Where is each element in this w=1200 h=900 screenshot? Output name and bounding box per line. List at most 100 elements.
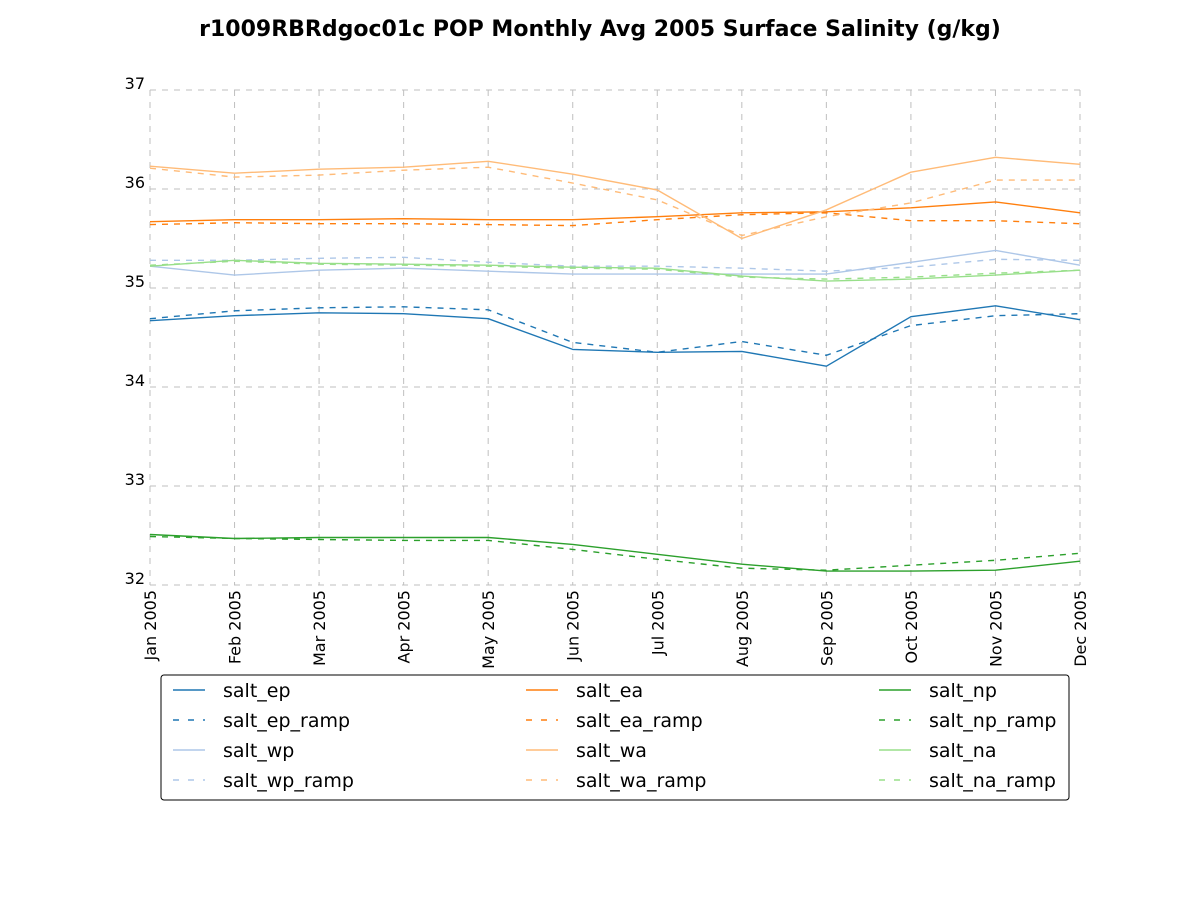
data-point xyxy=(655,272,659,276)
x-tick-label: Feb 2005 xyxy=(226,590,245,664)
data-point xyxy=(909,206,913,210)
data-point xyxy=(909,201,913,205)
y-tick-label: 32 xyxy=(125,569,145,588)
chart-title: r1009RBRdgoc01c POP Monthly Avg 2005 Sur… xyxy=(199,17,1001,42)
data-point xyxy=(233,309,237,313)
data-point xyxy=(909,275,913,279)
data-point xyxy=(486,538,490,542)
data-point xyxy=(571,172,575,176)
grid-layer xyxy=(149,89,1081,586)
data-point xyxy=(486,218,490,222)
data-point xyxy=(317,537,321,541)
legend-entry-salt-wp-ramp: salt_wp_ramp xyxy=(173,770,354,792)
data-point xyxy=(402,255,406,259)
data-point xyxy=(909,563,913,567)
data-point xyxy=(571,547,575,551)
data-point xyxy=(993,248,997,252)
data-point xyxy=(909,569,913,573)
series-line xyxy=(149,166,1080,237)
legend-entry-salt-ea-ramp: salt_ea_ramp xyxy=(526,710,703,732)
data-point xyxy=(1078,559,1082,563)
data-point xyxy=(486,165,490,169)
data-point xyxy=(993,558,997,562)
data-point xyxy=(1078,312,1082,316)
data-point xyxy=(233,175,237,179)
data-point xyxy=(993,155,997,159)
legend-label: salt_wp_ramp xyxy=(223,770,354,792)
data-point xyxy=(824,364,828,368)
data-point xyxy=(486,223,490,227)
x-tick-label: Mar 2005 xyxy=(310,590,329,666)
legend-label: salt_wp xyxy=(223,740,294,762)
data-point xyxy=(233,314,237,318)
series-line xyxy=(149,305,1081,367)
series-salt-wp xyxy=(149,248,1082,276)
series-salt-wa xyxy=(149,155,1082,240)
data-point xyxy=(655,218,659,222)
data-point xyxy=(402,217,406,221)
legend-label: salt_ea xyxy=(576,680,643,702)
data-point xyxy=(148,166,152,170)
legend-entry-salt-ep-ramp: salt_ep_ramp xyxy=(173,710,350,732)
data-point xyxy=(1078,318,1082,322)
data-point xyxy=(740,349,744,353)
data-point xyxy=(909,219,913,223)
data-point xyxy=(655,198,659,202)
data-point xyxy=(993,304,997,308)
x-tick-label: Aug 2005 xyxy=(733,590,752,667)
series-line xyxy=(149,156,1081,240)
data-point xyxy=(317,173,321,177)
data-point xyxy=(909,315,913,319)
data-point xyxy=(317,218,321,222)
legend-frame xyxy=(160,674,1070,801)
data-point xyxy=(655,188,659,192)
y-tick-label: 34 xyxy=(125,371,145,390)
data-point xyxy=(402,263,406,267)
data-point xyxy=(571,542,575,546)
data-point xyxy=(993,178,997,182)
series-salt-np xyxy=(149,533,1082,573)
data-point xyxy=(148,534,152,538)
data-point xyxy=(655,350,659,354)
data-point xyxy=(486,269,490,273)
data-point xyxy=(486,159,490,163)
y-tick-label: 33 xyxy=(125,470,145,489)
series-salt-ep xyxy=(149,304,1082,368)
legend-entry-salt-np: salt_np xyxy=(879,680,997,702)
series-salt-np-ramp xyxy=(148,534,1081,572)
data-point xyxy=(655,267,659,271)
data-point xyxy=(317,306,321,310)
data-point xyxy=(486,317,490,321)
data-point xyxy=(317,222,321,226)
data-point xyxy=(993,568,997,572)
data-point xyxy=(1078,211,1082,215)
data-point xyxy=(909,324,913,328)
legend-label: salt_ea_ramp xyxy=(576,710,703,732)
series-salt-wa-ramp xyxy=(148,165,1080,238)
data-point xyxy=(824,568,828,572)
data-point xyxy=(486,264,490,268)
y-tick-label: 35 xyxy=(125,272,145,291)
data-point xyxy=(1078,222,1082,226)
data-point xyxy=(740,234,744,238)
data-point xyxy=(233,536,237,540)
legend-entry-salt-wa: salt_wa xyxy=(526,740,647,762)
data-point xyxy=(909,260,913,264)
data-point xyxy=(993,271,997,275)
data-point xyxy=(1078,268,1082,272)
data-point xyxy=(740,566,744,570)
data-point xyxy=(740,275,744,279)
data-point xyxy=(1078,263,1082,267)
data-point xyxy=(909,265,913,269)
legend-entry-salt-ea: salt_ea xyxy=(526,680,643,702)
data-point xyxy=(317,256,321,260)
series-salt-ea xyxy=(149,201,1082,223)
data-point xyxy=(148,317,152,321)
legend-label: salt_wa_ramp xyxy=(576,770,706,792)
data-point xyxy=(740,562,744,566)
data-point xyxy=(1078,162,1082,166)
data-point xyxy=(571,272,575,276)
data-point xyxy=(402,305,406,309)
data-point xyxy=(317,268,321,272)
data-point xyxy=(571,266,575,270)
